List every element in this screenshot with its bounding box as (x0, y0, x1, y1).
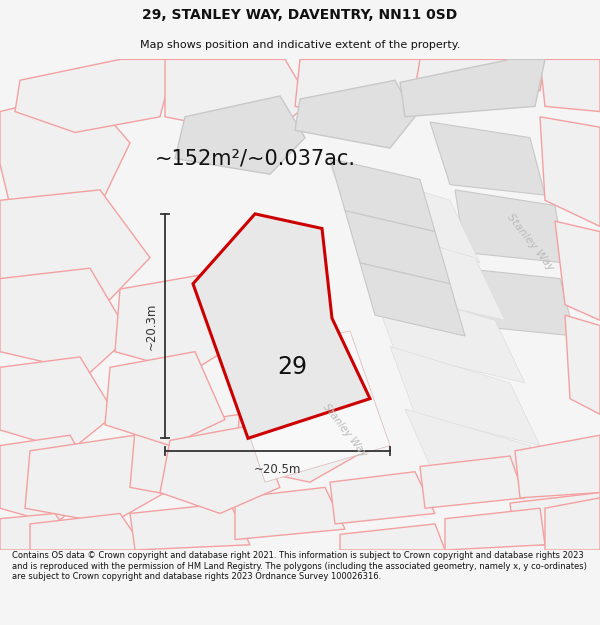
Text: 29: 29 (277, 356, 307, 379)
Polygon shape (340, 524, 445, 550)
Polygon shape (415, 59, 545, 91)
Polygon shape (540, 59, 600, 112)
Polygon shape (15, 59, 175, 132)
Polygon shape (105, 352, 225, 446)
Polygon shape (455, 190, 565, 263)
Polygon shape (405, 409, 555, 508)
Polygon shape (160, 425, 280, 514)
Polygon shape (235, 488, 345, 539)
Polygon shape (295, 59, 430, 127)
Text: Contains OS data © Crown copyright and database right 2021. This information is : Contains OS data © Crown copyright and d… (12, 551, 587, 581)
Polygon shape (510, 492, 600, 545)
Polygon shape (350, 221, 505, 321)
Polygon shape (115, 273, 240, 372)
Polygon shape (330, 159, 435, 232)
Text: Map shows position and indicative extent of the property.: Map shows position and indicative extent… (140, 39, 460, 49)
Text: Stanley Way: Stanley Way (321, 401, 369, 459)
Polygon shape (345, 211, 450, 284)
Polygon shape (0, 268, 130, 372)
Polygon shape (330, 472, 435, 524)
Polygon shape (25, 435, 165, 524)
Polygon shape (430, 122, 545, 195)
Polygon shape (565, 315, 600, 414)
Polygon shape (175, 96, 305, 174)
Polygon shape (370, 284, 525, 383)
Polygon shape (515, 435, 600, 498)
Polygon shape (193, 214, 370, 438)
Polygon shape (420, 456, 525, 508)
Text: Stanley Way: Stanley Way (505, 212, 555, 272)
Text: ~20.5m: ~20.5m (254, 463, 301, 476)
Polygon shape (165, 59, 310, 138)
Polygon shape (0, 91, 130, 206)
Polygon shape (545, 498, 600, 550)
Polygon shape (30, 514, 145, 550)
Polygon shape (390, 346, 540, 446)
Polygon shape (0, 357, 115, 451)
Polygon shape (360, 263, 465, 336)
Polygon shape (400, 59, 545, 117)
Polygon shape (540, 117, 600, 226)
Polygon shape (130, 414, 270, 503)
Polygon shape (330, 164, 480, 263)
Text: 29, STANLEY WAY, DAVENTRY, NN11 0SD: 29, STANLEY WAY, DAVENTRY, NN11 0SD (142, 8, 458, 22)
Text: ~152m²/~0.037ac.: ~152m²/~0.037ac. (155, 149, 356, 169)
Text: ~20.3m: ~20.3m (145, 302, 158, 350)
Polygon shape (235, 393, 365, 482)
Polygon shape (460, 268, 575, 336)
Polygon shape (225, 331, 390, 482)
Polygon shape (0, 190, 150, 299)
Polygon shape (295, 80, 415, 148)
Polygon shape (555, 221, 600, 321)
Polygon shape (0, 435, 100, 524)
Polygon shape (445, 508, 545, 550)
Polygon shape (0, 514, 80, 550)
Polygon shape (130, 503, 250, 550)
